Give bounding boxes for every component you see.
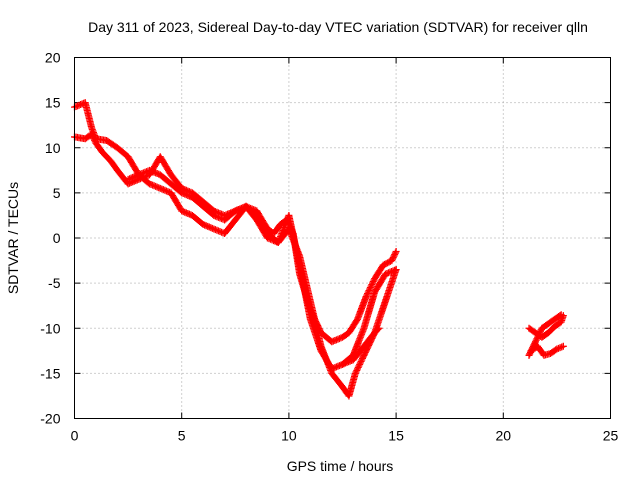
x-tick-label: 25 [603,428,619,444]
chart-title: Day 311 of 2023, Sidereal Day-to-day VTE… [88,19,588,35]
data-point [357,357,365,365]
data-point [389,254,397,262]
y-axis-label: SDTVAR / TECUs [5,182,21,294]
data-point [364,290,372,298]
y-tick-label: 0 [53,230,61,246]
data-point [369,278,377,286]
data-point [388,257,396,265]
data-point [532,336,540,344]
plot-frame [74,57,611,419]
data-point [88,132,96,140]
y-tick-label: 10 [45,140,61,156]
data-points [71,99,567,400]
data-point [390,252,398,260]
data-point [363,291,371,299]
x-axis-label: GPS time / hours [287,458,394,474]
y-tick-label: 5 [53,185,61,201]
series-track-c [124,166,383,373]
data-point [358,356,366,364]
series-track-d [339,266,400,368]
data-point [366,284,374,292]
y-tick-label: -15 [40,365,60,381]
series-track-a [71,99,400,346]
data-point [355,362,363,370]
y-tick-label: -10 [40,320,60,336]
data-point [366,285,374,293]
data-point [392,266,400,274]
y-tick-label: 15 [45,95,61,111]
data-point [389,255,397,263]
data-point [362,293,370,301]
data-point [392,248,400,256]
y-tick-label: -5 [48,275,61,291]
data-point [353,366,361,374]
series-track-g [527,342,567,359]
data-point [525,351,533,359]
x-tick-label: 5 [178,428,186,444]
data-point [354,365,362,373]
data-point [88,130,96,138]
data-point [89,133,97,141]
data-point [559,342,567,350]
data-point [91,136,99,144]
data-point [375,324,383,332]
x-tick-label: 15 [388,428,404,444]
data-point [536,327,544,335]
data-point [555,344,563,352]
data-point [533,335,541,343]
data-point [558,343,566,351]
x-tick-label: 0 [71,428,79,444]
data-point [356,360,364,368]
data-point [351,369,359,377]
data-point [368,281,376,289]
data-point [374,325,382,333]
data-point [557,311,565,319]
data-point [556,344,564,352]
axis-ticks: 0 5 10 15 20 25 -20 -15 -10 -5 0 5 10 15 20 [40,50,618,444]
data-point [536,329,544,337]
data-point [556,312,564,320]
data-point [364,288,372,296]
data-point [356,359,364,367]
data-point [352,368,360,376]
data-point [90,135,98,143]
data-point [369,279,377,287]
data-point [535,330,543,338]
grid [74,57,611,419]
data-point [365,287,373,295]
data-point [534,332,542,340]
x-tick-label: 10 [281,428,297,444]
data-point [553,345,561,353]
data-point [534,333,542,341]
data-point [354,363,362,371]
data-point [526,350,534,358]
y-tick-label: 20 [45,50,61,66]
data-point [391,249,399,257]
data-point [391,251,399,259]
data-point [367,282,375,290]
data-point [531,338,539,346]
y-tick-label: -20 [40,411,60,427]
data-point [359,354,367,362]
x-tick-label: 20 [496,428,512,444]
